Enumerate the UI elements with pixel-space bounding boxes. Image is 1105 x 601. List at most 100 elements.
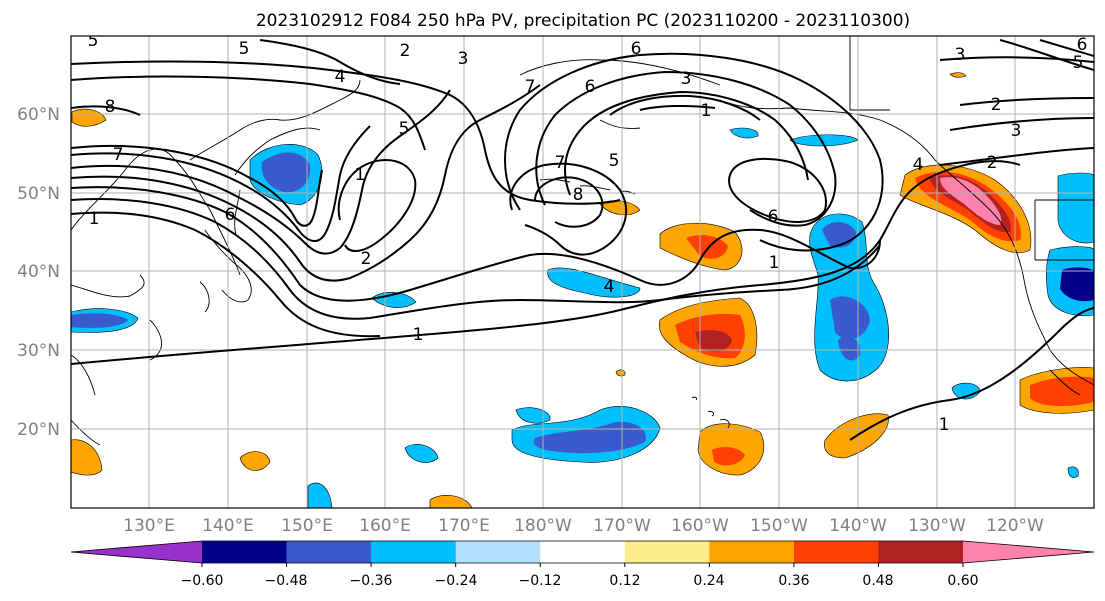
contour-label: 5 [1073,53,1084,73]
precip-pos-patch-small-5 [949,72,967,78]
contour-label: 7 [555,153,566,173]
precip-neg-core-hawaii-west [533,421,646,454]
pv-contours [71,39,1094,441]
colorbar-tick-label: 0.24 [693,573,724,589]
border-canada-us [849,36,1094,261]
contour-label: 5 [609,151,620,171]
pv-contour-sea-loop [337,159,417,252]
lon-label: 140°E [202,516,254,536]
pv-contour-8 [71,105,141,116]
map-frame [70,35,1095,509]
colorbar-extend-low [71,541,202,563]
contour-label: 7 [113,145,124,165]
contour-label: 2 [400,41,411,61]
colorbar-tick-label: 0.12 [609,573,640,589]
precip-neg-core-kamchatka [261,152,311,193]
pv-contour-ridge-6 [728,157,827,223]
pv-contour-east-5 [1039,39,1094,57]
contour-label: 4 [913,155,924,175]
contour-label: 5 [239,39,250,59]
pv-contour-2 [71,198,881,320]
pv-contour-low-alaska-inner-3 [609,94,761,121]
colorbar-segment [286,541,372,563]
colorbar-segments [70,540,1095,567]
precip-neg-core-west-coast [1060,267,1094,302]
contour-label: 8 [105,97,116,117]
lon-label: 130°W [908,516,966,536]
precip-neg-patch-small-6 [729,127,759,139]
colorbar-extend-high [963,541,1094,563]
pv-contour-low-alaska-outer [504,52,884,252]
latitude-labels: 60°N 50°N 40°N 30°N 20°N [17,105,60,440]
colorbar-tick-label: 0.48 [862,573,893,589]
precip-neg-patch-small-1 [515,407,551,424]
pv-contour-low-170w-inner [534,176,604,228]
contour-label: 3 [1011,121,1022,141]
colorbar-segment [455,541,541,563]
pv-contour-1-east [849,307,1094,441]
lat-label: 20°N [17,420,60,440]
precip-neg-patch-baja [1067,466,1079,478]
pv-contour-1-south [71,160,1021,365]
lon-label: 150°W [750,516,808,536]
pv-contour-low-170w [509,162,627,256]
contour-label: 4 [604,277,615,297]
pv-contour-east-4 [999,39,1094,71]
precip-pos-patch-small-1 [239,451,271,471]
gridlines [71,36,1094,508]
coastline-japan [199,229,252,313]
pv-contour-3 [71,186,881,302]
lon-label: 130°E [123,516,175,536]
contour-label: 3 [955,45,966,65]
map-panel: 5 2 3 6 7 3 5 6 8 4 5 1 7 1 6 7 5 8 6 4 [70,35,1095,509]
lon-label: 150°E [281,516,333,536]
colorbar-segment [793,541,879,563]
lat-label: 50°N [17,184,60,204]
contour-label: 2 [987,153,998,173]
pv-contour-1-west [71,211,381,338]
pv-contour-north-3 [259,39,401,85]
precip-pos-core-mexico [1030,376,1094,407]
pv-contour-low-alaska-inner-2 [564,90,809,196]
contour-labels: 5 2 3 6 7 3 5 6 8 4 5 1 7 1 6 7 5 8 6 4 [88,35,1088,435]
contour-label: 6 [631,39,642,59]
colorbar-tick-label: −0.36 [350,573,393,589]
precip-neg-patch-canada [1057,172,1094,244]
precip-pos-core-bc-3 [940,177,1002,225]
contour-label: 3 [681,69,692,89]
pv-contour-east-2 [939,97,1094,166]
precip-pos-core-30n-2 [695,330,732,352]
contour-label: 6 [1077,35,1088,55]
contour-label: 1 [701,101,712,121]
contour-label: 6 [225,205,236,225]
contour-label: 2 [361,249,372,269]
contour-label: 6 [768,207,779,227]
colorbar-segment [709,541,795,563]
contour-label: 1 [769,253,780,273]
contour-label: 7 [525,77,536,97]
contour-label: 1 [355,165,366,185]
precip-pos-patch-small-6 [615,369,626,377]
lon-label: 160°W [671,516,729,536]
precip-neg-patch-small-3 [307,482,333,508]
colorbar-segment [540,541,626,563]
precip-shading [71,72,1094,508]
contour-label: 2 [991,95,1002,115]
pv-contour-4 [71,84,541,282]
precip-pos-patch-small-2 [429,495,473,508]
pv-contour-5 [71,89,451,255]
lat-label: 40°N [17,262,60,282]
lon-label: 170°W [593,516,651,536]
contour-label: 4 [335,67,346,87]
colorbar-tick-label: 0.60 [947,573,978,589]
pv-contour-low-alaska-inner-4 [639,104,716,111]
colorbar: −0.60 −0.48 −0.36 −0.24 −0.12 0.12 0.24 … [70,540,1095,589]
colorbar-tick-label: 0.36 [778,573,809,589]
pv-contour-6 [71,125,371,242]
colorbar-tick-label: −0.48 [265,573,308,589]
colorbar-tick-label: −0.12 [519,573,562,589]
map-title: 2023102912 F084 250 hPa PV, precipitatio… [256,11,910,31]
precip-pos-patch-sea [71,439,103,476]
lat-label: 30°N [17,341,60,361]
